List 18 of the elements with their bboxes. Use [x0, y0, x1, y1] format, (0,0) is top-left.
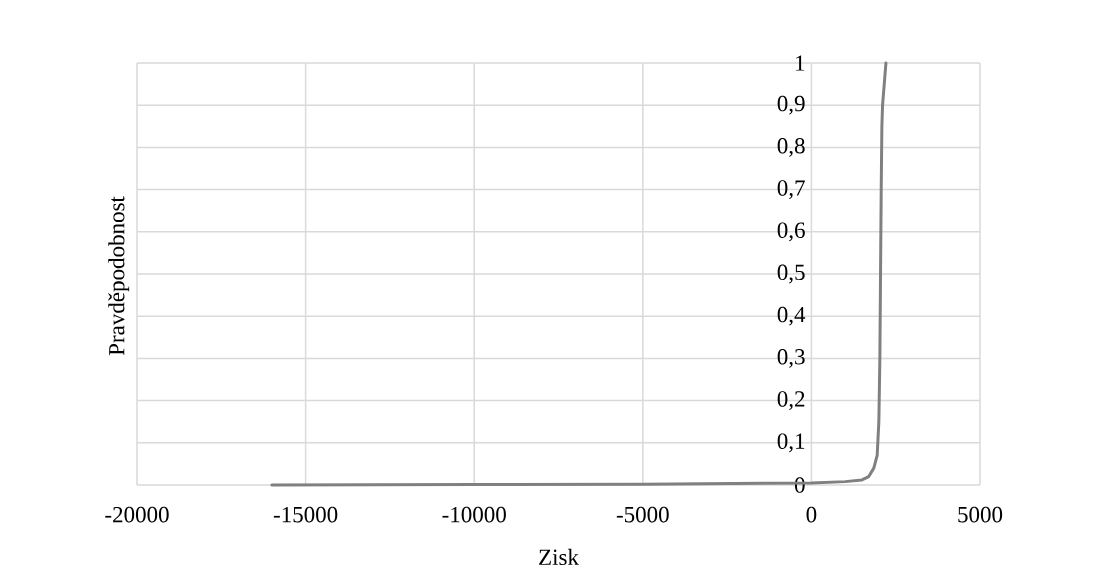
y-tick-label: 0,3 — [777, 348, 805, 368]
y-axis-title: Pravděpodobnost — [108, 196, 130, 356]
x-tick-label: -5000 — [616, 506, 669, 523]
y-tick-label: 0,8 — [777, 137, 805, 157]
x-tick-label: -10000 — [442, 506, 506, 523]
x-tick-label: 0 — [806, 506, 817, 523]
x-tick-label: -15000 — [273, 506, 338, 523]
y-tick-label: 0,5 — [777, 264, 805, 284]
y-tick-label: 0,2 — [777, 391, 805, 411]
y-tick-label: 1 — [796, 55, 805, 71]
x-axis-title: Zisk — [539, 548, 579, 566]
y-tick-label: 0,1 — [777, 433, 805, 453]
y-tick-label: 0,6 — [777, 222, 805, 242]
y-tick-label: 0,4 — [777, 306, 806, 326]
y-tick-label: 0,9 — [777, 95, 805, 115]
x-tick-label: 5000 — [958, 506, 1003, 523]
y-tick-label: 0,7 — [777, 180, 805, 200]
x-tick-label: -20000 — [105, 506, 169, 523]
